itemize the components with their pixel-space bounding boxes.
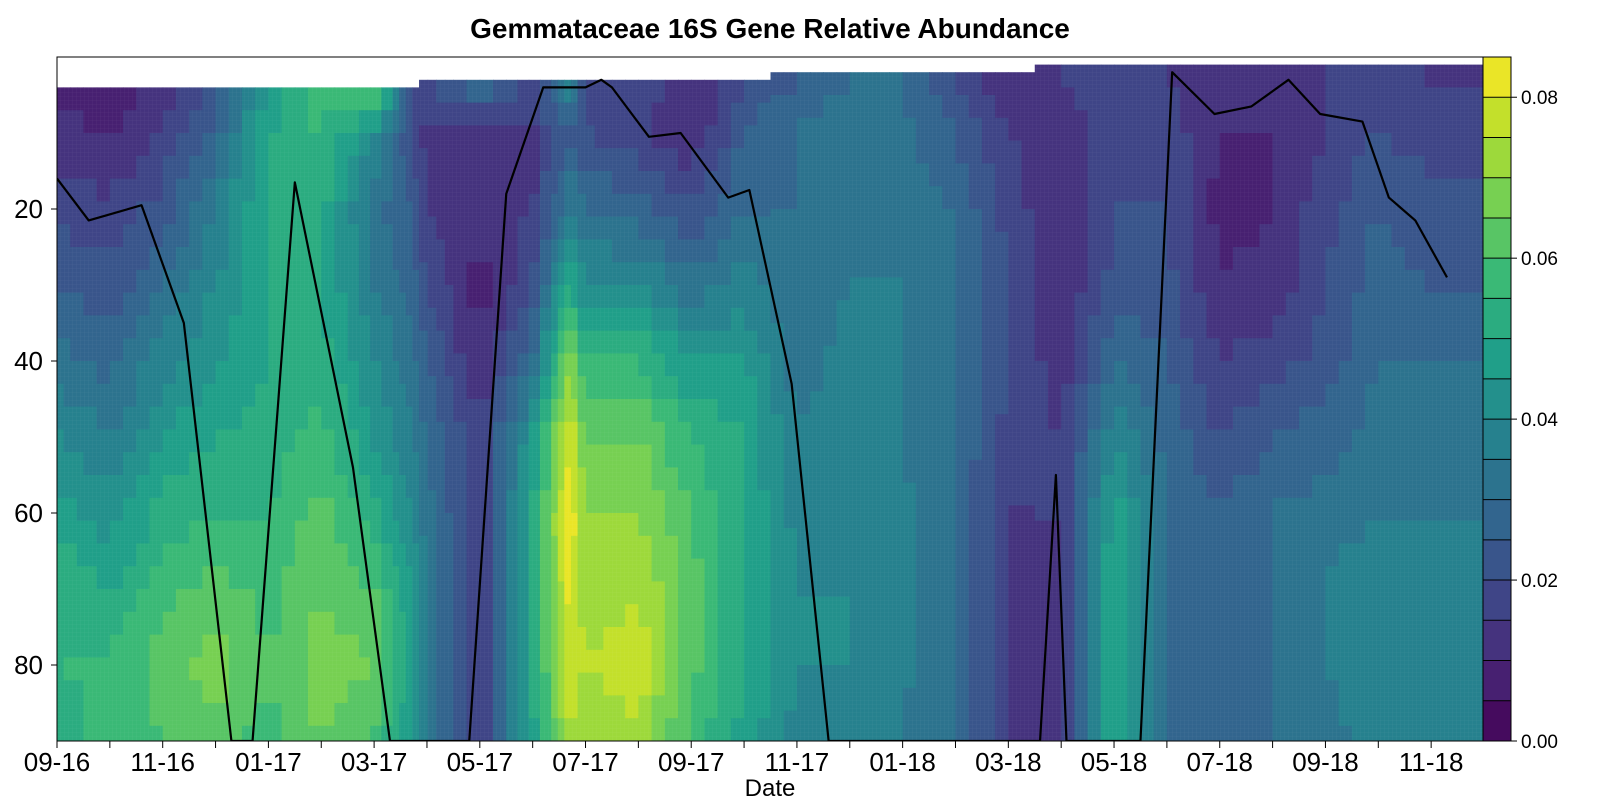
- colorbar-tick-label: 0.04: [1521, 410, 1558, 431]
- x-tick-label: 03-17: [341, 747, 408, 777]
- colorbar-band: [1483, 419, 1511, 460]
- x-tick-label: 09-16: [24, 747, 91, 777]
- x-tick-label: 11-17: [765, 747, 830, 777]
- y-axis: 20 40 60 80: [14, 194, 57, 680]
- colorbar-band: [1483, 580, 1511, 621]
- colorbar-band: [1483, 97, 1511, 138]
- colorbar-frame: [1482, 56, 1512, 742]
- y-tick-label: 80: [14, 650, 43, 680]
- x-tick-label: 11-16: [130, 747, 195, 777]
- x-tick-label: 09-17: [658, 747, 725, 777]
- x-tick-label: 07-17: [552, 747, 619, 777]
- colorbar-band: [1483, 298, 1511, 339]
- y-tick-label: 40: [14, 346, 43, 376]
- colorbar-band: [1483, 660, 1511, 702]
- x-tick-label: 01-18: [869, 747, 936, 777]
- x-axis-title: Date: [745, 775, 796, 800]
- depth-line: [57, 71, 1448, 741]
- colorbar-tick-label: 0.00: [1521, 732, 1558, 753]
- x-tick-label: 11-18: [1399, 747, 1464, 777]
- depth-line-layer: [57, 71, 1448, 741]
- colorbar-band: [1483, 258, 1511, 299]
- x-tick-label: 01-17: [235, 747, 302, 777]
- colorbar-band: [1483, 620, 1511, 661]
- x-axis: 09-16 11-16 01-17 03-17 05-17 07-17 09-17 11-17…: [24, 741, 1464, 777]
- x-tick-label: 03-18: [975, 747, 1042, 777]
- colorbar-band: [1483, 378, 1511, 420]
- x-tick-label: 09-18: [1292, 747, 1359, 777]
- colorbar-band: [1483, 217, 1511, 259]
- mesh-overlay: [57, 57, 1484, 741]
- colorbar-tick-label: 0.06: [1521, 249, 1558, 270]
- colorbar-band: [1483, 177, 1511, 219]
- colorbar-band: [1483, 499, 1511, 541]
- colorbar-tick-label: 0.02: [1521, 571, 1558, 592]
- y-tick-label: 20: [14, 194, 43, 224]
- colorbar-tick-label: 0.08: [1521, 88, 1558, 109]
- colorbar-band: [1483, 338, 1511, 380]
- colorbar-band: [1483, 57, 1511, 98]
- x-tick-label: 07-18: [1186, 747, 1253, 777]
- colorbar-band: [1483, 137, 1511, 179]
- x-tick-label: 05-18: [1081, 747, 1148, 777]
- colorbar-band: [1483, 700, 1511, 742]
- chart-title: Gemmataceae 16S Gene Relative Abundance: [470, 13, 1070, 44]
- colorbar-band: [1483, 459, 1511, 500]
- x-tick-label: 05-17: [447, 747, 514, 777]
- colorbar: 0.00 0.02 0.04 0.06 0.08: [1482, 56, 1558, 753]
- colorbar-band: [1483, 539, 1511, 581]
- y-tick-label: 60: [14, 498, 43, 528]
